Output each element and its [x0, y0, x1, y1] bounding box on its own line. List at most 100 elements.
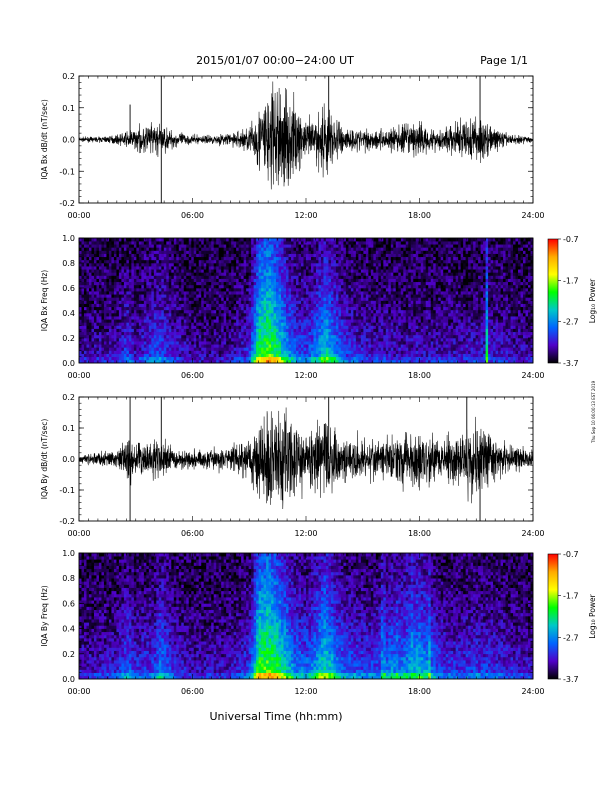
heatmap-cell — [313, 282, 316, 285]
heatmap-cell — [129, 357, 132, 360]
heatmap-cell — [346, 263, 349, 266]
heatmap-cell — [294, 326, 297, 329]
heatmap-cell — [316, 301, 319, 304]
heatmap-cell — [311, 276, 314, 279]
heatmap-cell — [286, 357, 289, 360]
heatmap-cell — [289, 304, 292, 307]
heatmap-cell — [164, 310, 167, 313]
heatmap-cell — [89, 344, 92, 347]
heatmap-cell — [366, 272, 369, 275]
heatmap-cell — [174, 357, 177, 360]
heatmap-cell — [244, 272, 247, 275]
heatmap-cell — [146, 269, 149, 272]
heatmap-cell — [321, 301, 324, 304]
heatmap-cell — [164, 304, 167, 307]
heatmap-cell — [121, 247, 124, 250]
heatmap-cell — [234, 272, 237, 275]
heatmap-cell — [264, 304, 267, 307]
heatmap-cell — [234, 319, 237, 322]
heatmap-cell — [181, 357, 184, 360]
heatmap-cell — [311, 344, 314, 347]
heatmap-cell — [361, 272, 364, 275]
heatmap-cell — [104, 251, 107, 254]
heatmap-cell — [129, 341, 132, 344]
heatmap-cell — [231, 354, 234, 357]
heatmap-cell — [249, 257, 252, 260]
heatmap-cell — [326, 266, 329, 269]
heatmap-cell — [333, 294, 336, 297]
heatmap-cell — [191, 285, 194, 288]
heatmap-cell — [318, 260, 321, 263]
heatmap-cell — [289, 276, 292, 279]
heatmap-cell — [289, 357, 292, 360]
heatmap-cell — [361, 357, 364, 360]
heatmap-cell — [171, 266, 174, 269]
heatmap-cell — [201, 354, 204, 357]
heatmap-cell — [343, 338, 346, 341]
heatmap-cell — [231, 244, 234, 247]
heatmap-cell — [201, 266, 204, 269]
heatmap-cell — [209, 344, 212, 347]
heatmap-cell — [224, 357, 227, 360]
heatmap-cell — [276, 257, 279, 260]
heatmap-cell — [373, 341, 376, 344]
heatmap-cell — [341, 301, 344, 304]
heatmap-cell — [199, 322, 202, 325]
heatmap-cell — [259, 335, 262, 338]
heatmap-cell — [126, 313, 129, 316]
heatmap-cell — [331, 329, 334, 332]
heatmap-cell — [204, 294, 207, 297]
heatmap-cell — [209, 244, 212, 247]
heatmap-cell — [216, 332, 219, 335]
heatmap-cell — [311, 351, 314, 354]
heatmap-cell — [306, 244, 309, 247]
heatmap-cell — [356, 254, 359, 257]
heatmap-cell — [141, 294, 144, 297]
heatmap-cell — [119, 304, 122, 307]
heatmap-cell — [326, 319, 329, 322]
heatmap-cell — [318, 316, 321, 319]
heatmap-cell — [221, 269, 224, 272]
heatmap-cell — [196, 276, 199, 279]
heatmap-cell — [211, 269, 214, 272]
heatmap-cell — [181, 279, 184, 282]
heatmap-cell — [231, 344, 234, 347]
heatmap-cell — [236, 272, 239, 275]
heatmap-cell — [226, 238, 229, 241]
heatmap-cell — [86, 301, 89, 304]
heatmap-cell — [104, 238, 107, 241]
heatmap-cell — [251, 357, 254, 360]
heatmap-cell — [308, 244, 311, 247]
heatmap-cell — [191, 269, 194, 272]
heatmap-cell — [356, 282, 359, 285]
heatmap-cell — [333, 241, 336, 244]
heatmap-cell — [184, 316, 187, 319]
heatmap-cell — [318, 326, 321, 329]
heatmap-cell — [289, 326, 292, 329]
heatmap-cell — [204, 247, 207, 250]
heatmap-cell — [239, 354, 242, 357]
heatmap-cell — [244, 313, 247, 316]
heatmap-cell — [179, 251, 182, 254]
heatmap-cell — [371, 297, 374, 300]
heatmap-cell — [356, 316, 359, 319]
heatmap-cell — [139, 272, 142, 275]
heatmap-cell — [121, 335, 124, 338]
heatmap-cell — [99, 285, 102, 288]
heatmap-cell — [129, 251, 132, 254]
heatmap-cell — [279, 347, 282, 350]
heatmap-cell — [141, 272, 144, 275]
heatmap-cell — [191, 276, 194, 279]
heatmap-cell — [261, 316, 264, 319]
heatmap-cell — [304, 313, 307, 316]
heatmap-cell — [151, 332, 154, 335]
heatmap-cell — [318, 341, 321, 344]
heatmap-cell — [316, 285, 319, 288]
heatmap-cell — [284, 316, 287, 319]
heatmap-cell — [149, 294, 152, 297]
heatmap-cell — [269, 257, 272, 260]
heatmap-cell — [356, 338, 359, 341]
heatmap-cell — [294, 269, 297, 272]
heatmap-cell — [229, 257, 232, 260]
heatmap-cell — [271, 344, 274, 347]
